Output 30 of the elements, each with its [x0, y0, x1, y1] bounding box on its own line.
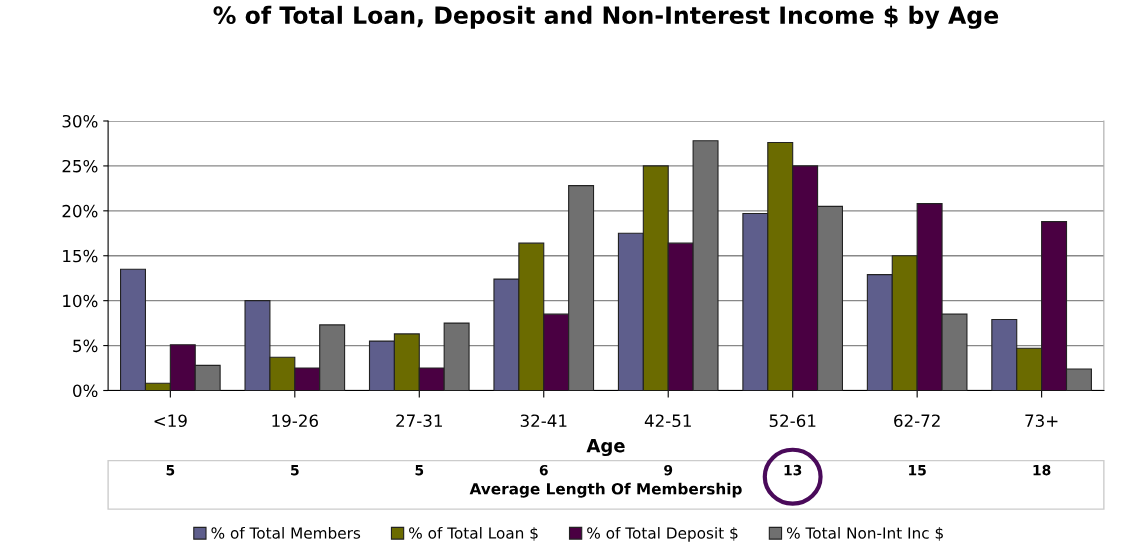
x-tick-label: 19-26 — [272, 414, 318, 428]
x-tick-label: <19 — [154, 414, 187, 428]
text: 15 — [909, 465, 926, 476]
legend-label: % Total Non-Int Inc $ — [786, 526, 943, 541]
text: Average Length Of Membership — [469, 482, 742, 498]
text: 13 — [784, 464, 802, 476]
x-axis-title: Age — [586, 438, 625, 457]
chart-title: % of Total Loan, Deposit and Non-Interest Income $ by Age — [213, 5, 999, 29]
x-tick-label: 62-72 — [894, 414, 940, 428]
legend-label: % of Total Members — [211, 526, 361, 539]
y-tick-label: 15% — [63, 249, 98, 263]
x-tick-label: 52-61 — [769, 414, 816, 428]
x-tick-label: 73+ — [1025, 414, 1058, 428]
y-tick-label: 5% — [73, 339, 98, 353]
y-tick-label: 10% — [63, 294, 98, 308]
text: 5 — [415, 465, 424, 476]
y-tick-label: 0% — [73, 384, 98, 398]
x-tick-label: 27-31 — [396, 414, 442, 428]
legend-label: % of Total Deposit $ — [587, 526, 738, 542]
y-tick-label: 20% — [62, 204, 98, 218]
y-tick-label: 25% — [62, 159, 98, 173]
x-tick-label: 32-41 — [520, 414, 567, 428]
text: 18 — [1033, 464, 1051, 476]
x-tick-label: 42-51 — [644, 414, 691, 428]
text: 6 — [539, 464, 548, 476]
text: 5 — [166, 465, 175, 476]
text: 9 — [664, 464, 673, 476]
text: 5 — [291, 465, 299, 476]
legend-label: % of Total Loan $ — [409, 526, 538, 541]
y-tick-label: 30% — [62, 114, 98, 128]
